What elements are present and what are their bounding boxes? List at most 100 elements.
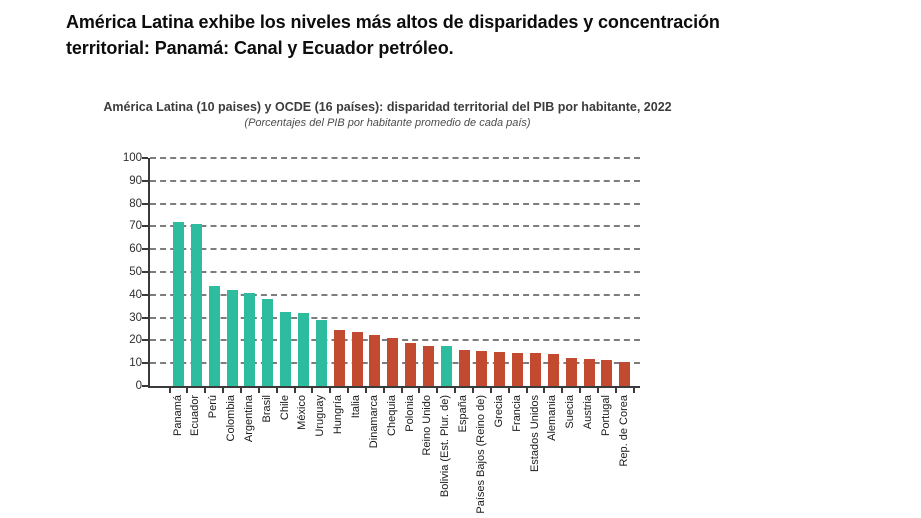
- gridline-50: [150, 271, 640, 273]
- y-axis-tick: [142, 179, 148, 182]
- y-axis-tick: [142, 271, 148, 273]
- x-axis-label: Estados Unidos: [528, 395, 541, 473]
- x-axis-label: Panamá: [171, 395, 184, 436]
- bar-chequia: [387, 338, 399, 386]
- x-axis-tick: [561, 386, 564, 393]
- bar-méxico: [297, 313, 309, 386]
- bar-bolivia-est-plur-de-: [440, 346, 452, 386]
- x-axis-tick: [489, 386, 492, 393]
- y-axis-label: 40: [129, 288, 142, 301]
- x-axis-tick: [329, 386, 332, 393]
- bar-colombia: [226, 290, 238, 386]
- x-axis-tick: [275, 386, 278, 393]
- x-axis-label: Chile: [278, 395, 291, 421]
- y-axis-label: 100: [122, 152, 142, 164]
- y-axis-tick: [142, 248, 148, 251]
- bar-portugal: [601, 359, 613, 386]
- y-axis-label: 0: [135, 380, 142, 392]
- x-axis-label: Rep. de Corea: [617, 395, 630, 467]
- y-axis-label: 80: [129, 197, 142, 210]
- x-axis-tick: [472, 386, 475, 393]
- chart-figure: América Latina (10 paises) y OCDE (16 pa…: [65, 100, 710, 518]
- bar-hungría: [333, 330, 345, 386]
- bar-estados-unidos: [530, 352, 541, 386]
- x-axis-tick: [614, 386, 617, 393]
- y-axis-tick: [142, 293, 148, 296]
- x-axis-tick: [596, 386, 599, 393]
- bar-españa: [458, 349, 470, 386]
- x-axis-label: Brasil: [260, 395, 273, 423]
- bar-panamá: [173, 221, 184, 386]
- x-axis-label: Uruguay: [314, 395, 327, 437]
- bar-países-bajos-reino-de-: [476, 350, 488, 386]
- x-axis-label: Suecia: [564, 395, 577, 429]
- x-axis-tick: [579, 386, 582, 393]
- x-axis-tick: [347, 386, 350, 393]
- bar-francia: [512, 352, 524, 386]
- x-axis-tick: [293, 386, 296, 393]
- x-axis-label: Dinamarca: [367, 395, 380, 449]
- x-axis-tick: [418, 386, 421, 393]
- x-axis-tick: [543, 386, 546, 393]
- x-axis-label: Colombia: [225, 395, 238, 442]
- bar-uruguay: [315, 319, 327, 386]
- y-axis-label: 60: [129, 243, 142, 256]
- x-axis-tick: [311, 386, 314, 393]
- bar-suecia: [565, 357, 577, 386]
- y-axis-label: 50: [129, 266, 142, 278]
- bar-alemania: [547, 354, 559, 386]
- y-axis-tick: [142, 202, 148, 205]
- x-axis-label: Ecuador: [189, 395, 202, 436]
- bar-argentina: [244, 292, 256, 386]
- x-axis-label: Reino Unido: [421, 395, 434, 456]
- gridline-60: [150, 248, 640, 251]
- x-axis-label: Portugal: [599, 395, 612, 436]
- chart-title: América Latina (10 paises) y OCDE (16 pa…: [103, 100, 672, 114]
- y-axis-tick: [142, 385, 148, 387]
- x-axis-label: Chequia: [385, 395, 398, 436]
- gridline-30: [150, 316, 640, 319]
- plot-area: 0 10 20 30 40 50 60 70 80 90 100 Panamá Ecuador Perú C…: [123, 152, 640, 514]
- x-axis-tick: [400, 386, 403, 393]
- x-axis-tick: [186, 386, 189, 393]
- x-axis-tick: [436, 386, 439, 393]
- bar-austria: [583, 358, 595, 386]
- y-axis-label: 20: [129, 334, 142, 347]
- bar-reino-unido: [422, 346, 434, 386]
- x-axis-tick: [364, 386, 367, 393]
- bar-dinamarca: [369, 334, 381, 386]
- gridline-100: [150, 157, 640, 159]
- x-axis-label: España: [457, 395, 470, 433]
- bar-grecia: [494, 351, 506, 386]
- x-axis-label: Alemania: [546, 395, 559, 441]
- x-axis-label: Polonia: [403, 395, 416, 432]
- x-axis-label: Francia: [510, 395, 523, 432]
- gridline-40: [150, 293, 640, 296]
- gridline-80: [150, 202, 640, 205]
- y-axis-label: 10: [129, 357, 142, 370]
- chart-subtitle: (Porcentajes del PIB por habitante prome…: [244, 117, 531, 129]
- page-heading: América Latina exhibe los niveles más al…: [66, 9, 856, 61]
- x-axis-label: Perú: [207, 395, 220, 419]
- bar-perú: [208, 285, 220, 386]
- bar-chile: [280, 311, 292, 386]
- y-axis-label: 70: [129, 220, 142, 233]
- page-heading-line-1: América Latina exhibe los niveles más al…: [66, 12, 720, 32]
- y-axis-tick: [142, 225, 148, 228]
- x-axis-tick: [168, 386, 171, 393]
- y-axis-label: 90: [129, 174, 142, 187]
- x-axis-label: Países Bajos (Reino de): [474, 395, 487, 514]
- bar-polonia: [405, 342, 417, 386]
- y-axis-tick: [142, 157, 148, 159]
- x-axis-tick: [382, 386, 385, 393]
- x-axis-tick: [507, 386, 510, 393]
- y-axis-tick: [142, 339, 148, 342]
- x-axis-label: México: [296, 395, 309, 430]
- bar-rep-de-corea: [619, 362, 631, 386]
- x-axis-tick: [525, 386, 528, 393]
- x-axis-tick: [257, 386, 260, 393]
- x-axis-label: Italia: [350, 395, 362, 419]
- bar-ecuador: [190, 224, 202, 386]
- y-axis-tick: [142, 362, 148, 365]
- x-axis-label: Argentina: [242, 395, 255, 443]
